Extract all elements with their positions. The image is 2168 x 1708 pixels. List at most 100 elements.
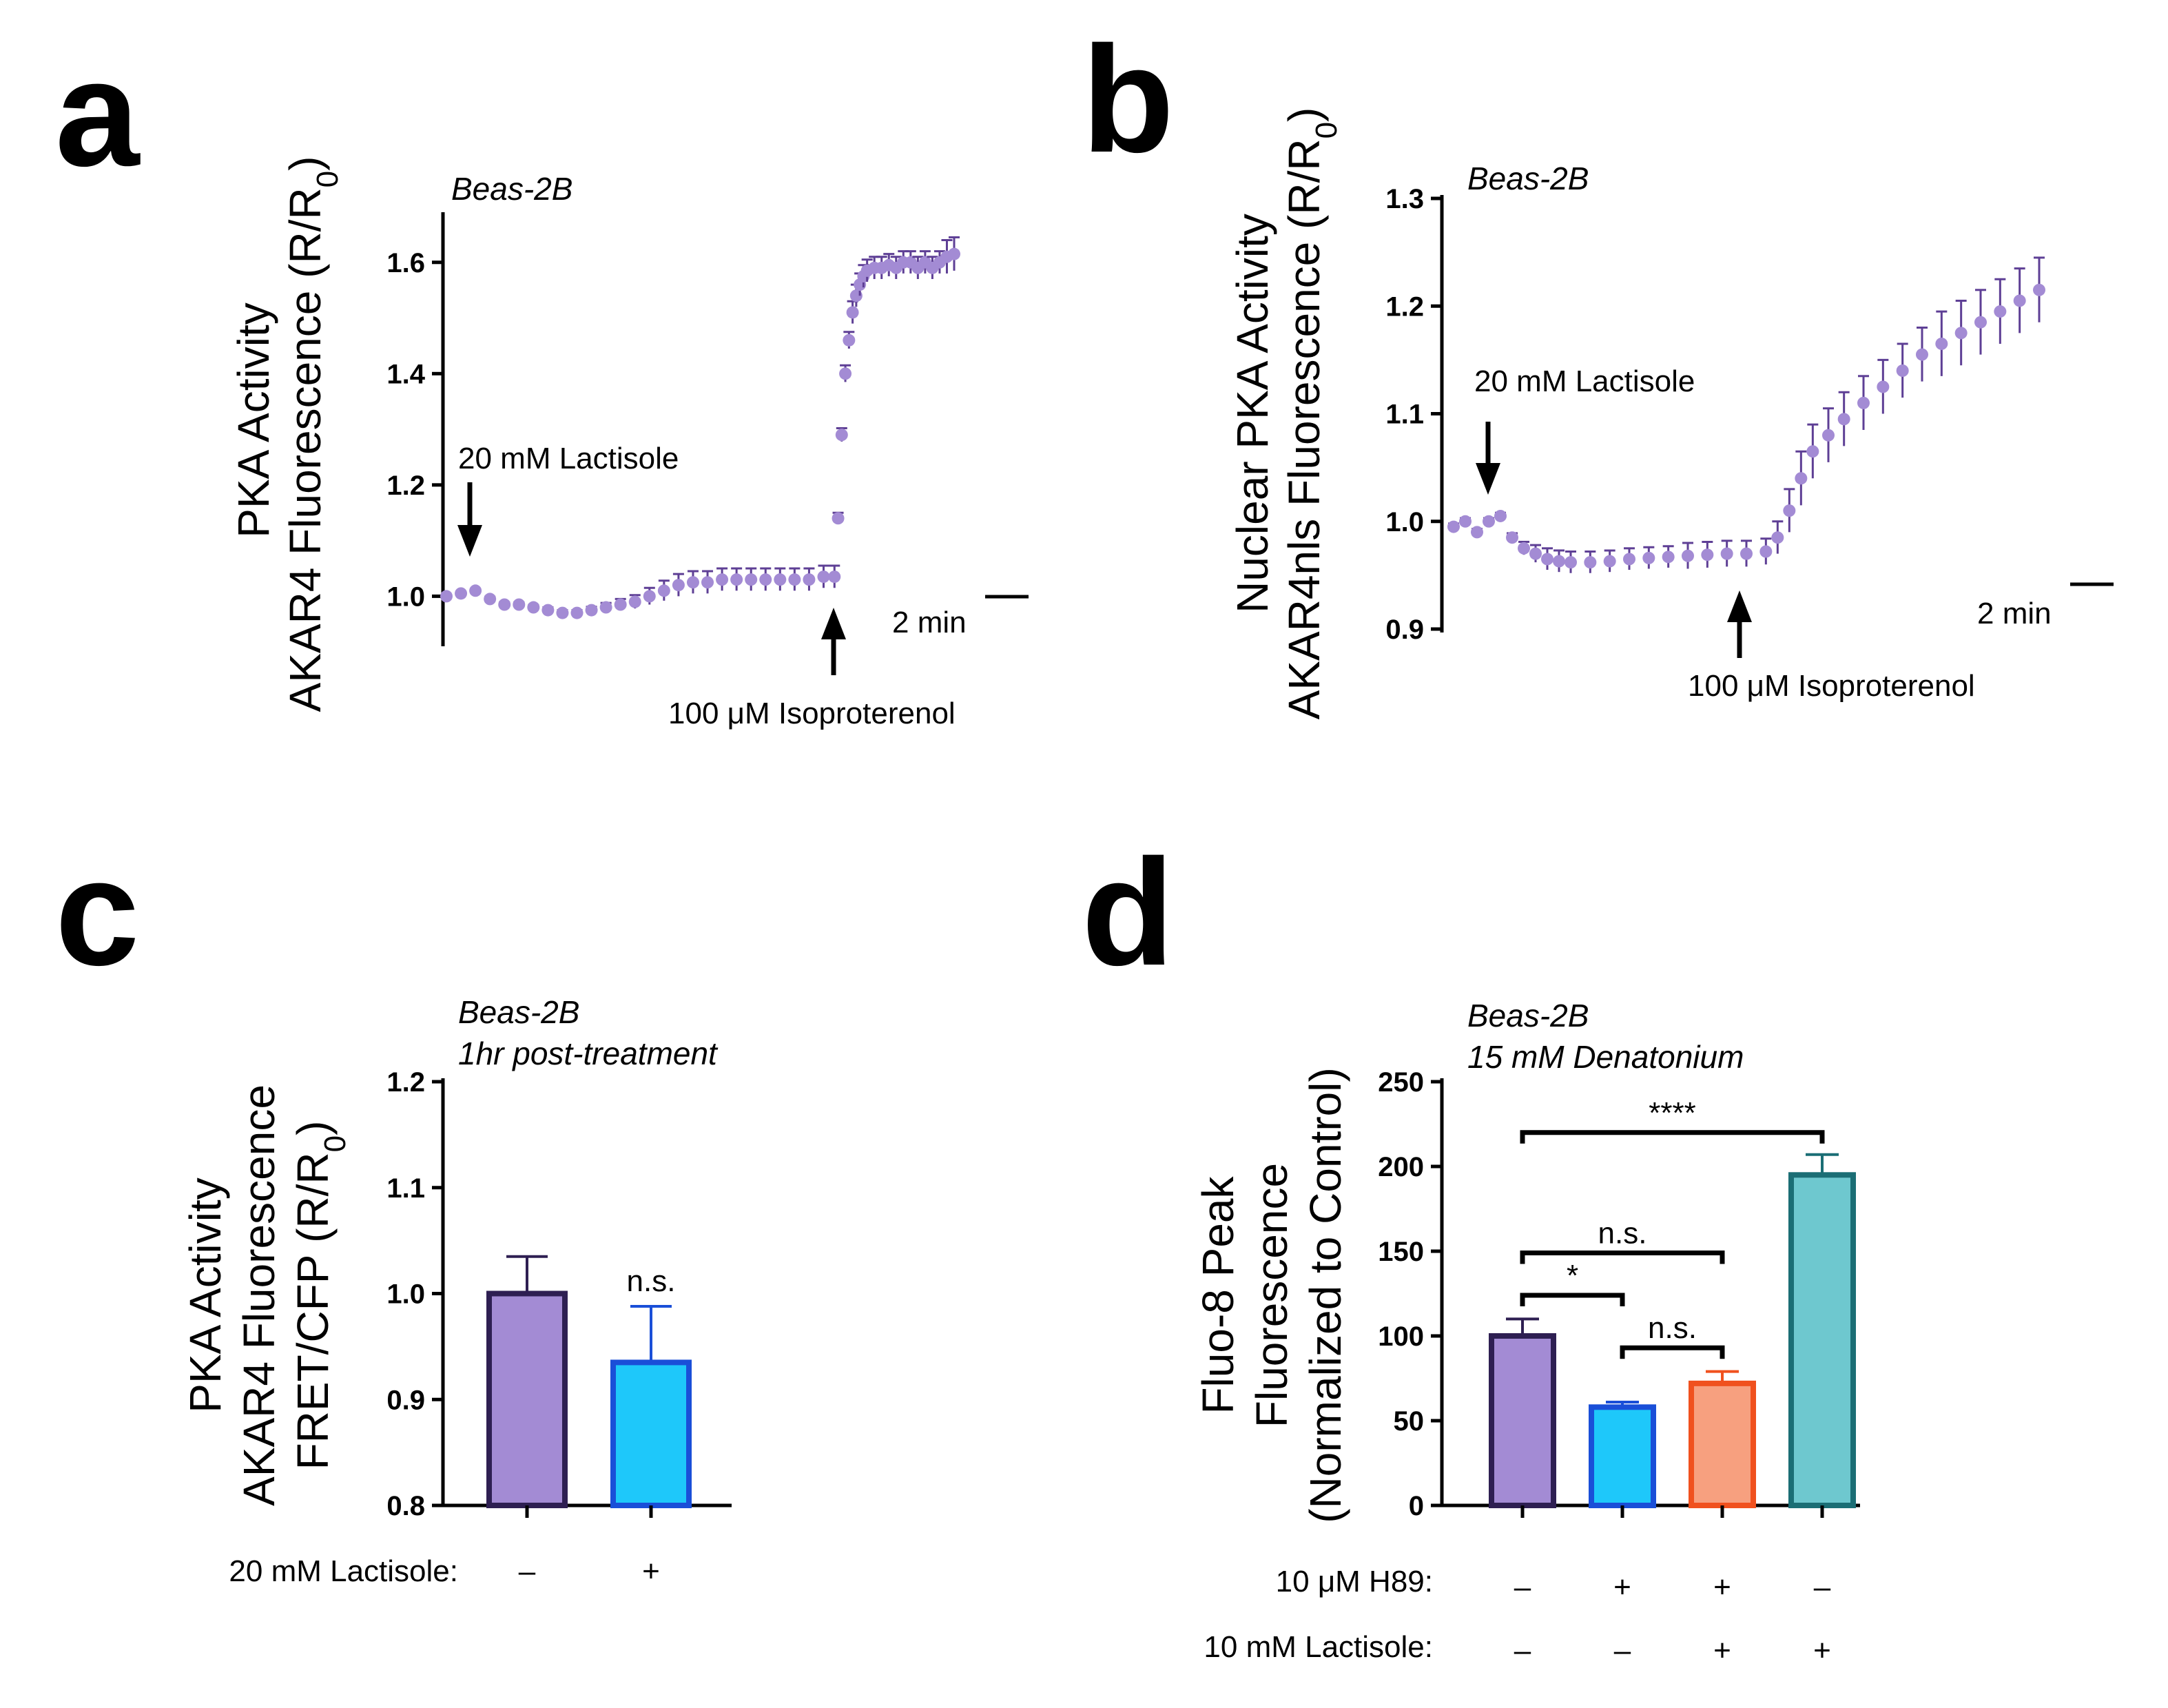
panel-b-y-ticks: 0.9 1.0 1.1 1.2 1.3 xyxy=(1385,184,1442,645)
panel-b-point xyxy=(1518,542,1530,555)
panel-b-point xyxy=(1954,327,1968,340)
panel-label-c: c xyxy=(55,827,139,997)
panel-b-point xyxy=(1806,445,1819,458)
panel-b-lactisole-label: 20 mM Lactisole xyxy=(1474,364,1695,398)
panel-b-point xyxy=(1837,413,1850,426)
panel-d: Beas-2B 15 mM Denatonium Fluo-8 Peak Flu… xyxy=(1193,998,1860,1667)
panel-b-point xyxy=(1529,547,1542,560)
panel-a-point xyxy=(716,573,729,586)
panel-b: Beas-2B Nuclear PKA Activity AKAR4nls Fl… xyxy=(1228,107,2114,719)
panel-a-point xyxy=(455,587,468,600)
panel-c-y-tick-label-3: 1.1 xyxy=(386,1173,425,1204)
panel-a-point xyxy=(672,579,685,592)
panel-b-point xyxy=(1584,556,1597,569)
panel-c-category-0: – xyxy=(519,1554,536,1588)
panel-c-significance-0: n.s. xyxy=(627,1264,676,1298)
panel-a-ylabel-sub: 0 xyxy=(311,171,344,187)
panel-d-ylabel-2: Fluorescence xyxy=(1247,1163,1297,1428)
panel-b-scale-label: 2 min xyxy=(1977,597,2052,630)
panel-b-ylabel-close: ) xyxy=(1279,107,1329,122)
panel-c-y-ticks: 0.8 0.9 1.0 1.1 1.2 xyxy=(386,1067,443,1521)
panel-c-cell-line: Beas-2B xyxy=(458,994,579,1030)
panel-c-ylabel-3: FRET/CFP (R/R0) xyxy=(288,1121,352,1470)
panel-b-point xyxy=(1974,316,1987,329)
panel-b-point xyxy=(1877,380,1890,393)
panel-b-ylabel-1: Nuclear PKA Activity xyxy=(1228,214,1277,613)
panel-d-row-label-h89: 10 μM H89: xyxy=(1276,1565,1433,1598)
panel-a-point xyxy=(628,595,641,608)
panel-d-lactisole-3: + xyxy=(1813,1634,1831,1667)
panel-a-point xyxy=(846,306,859,319)
panel-a-point xyxy=(843,333,856,347)
panel-d-subtitle: 15 mM Denatonium xyxy=(1467,1039,1744,1075)
panel-c-bar-0 xyxy=(486,1290,568,1508)
panel-a-point xyxy=(469,584,482,597)
panel-b-point xyxy=(1759,545,1773,558)
panel-a-isoproterenol-arrow xyxy=(821,608,846,675)
panel-a-point xyxy=(570,606,584,619)
panel-a-ylabel-2: AKAR4 Fluorescence (R/R0) xyxy=(280,156,344,712)
panel-b-y-tick-label-1: 1.0 xyxy=(1385,507,1424,537)
panel-b-point xyxy=(2013,294,2026,307)
panel-a-point xyxy=(440,590,453,603)
panel-c-ylabel-1: PKA Activity xyxy=(180,1177,230,1412)
panel-b-point xyxy=(1603,555,1616,568)
panel-a-point xyxy=(614,598,627,611)
panel-a-point xyxy=(788,573,801,586)
panel-a-point xyxy=(759,573,772,586)
panel-a-point xyxy=(832,512,845,525)
panel-c-y-tick-label-4: 1.2 xyxy=(386,1067,425,1098)
panel-a-ylabel-main: AKAR4 Fluorescence (R/R xyxy=(280,187,330,712)
panel-a-point xyxy=(730,573,743,586)
panel-d-significance-0: **** xyxy=(1649,1096,1696,1130)
panel-a-y-ticks: 1.0 1.2 1.4 1.6 xyxy=(386,248,443,612)
panel-a-point xyxy=(701,576,714,589)
panel-c-row-label: 20 mM Lactisole: xyxy=(229,1554,458,1588)
panel-d-significance: **** n.s. * n.s. xyxy=(1520,1096,1825,1359)
panel-d-y-tick-label-2: 100 xyxy=(1378,1321,1424,1352)
panel-b-y-tick-label-0: 0.9 xyxy=(1385,615,1424,645)
panel-d-y-tick-label-3: 150 xyxy=(1378,1237,1424,1267)
panel-b-y-tick-label-4: 1.3 xyxy=(1385,184,1424,214)
panel-label-b: b xyxy=(1082,14,1174,184)
panel-b-point xyxy=(1795,472,1808,485)
panel-d-y-tick-label-4: 200 xyxy=(1378,1152,1424,1182)
panel-b-y-tick-label-3: 1.2 xyxy=(1385,291,1424,322)
panel-c: Beas-2B 1hr post-treatment PKA Activity … xyxy=(180,994,732,1588)
panel-b-point xyxy=(1740,547,1753,560)
panel-b-point xyxy=(1720,547,1733,560)
panel-a-point xyxy=(556,606,569,619)
panel-c-category-1: + xyxy=(642,1554,660,1588)
panel-b-point xyxy=(1459,515,1472,528)
panel-c-bar-1 xyxy=(610,1359,692,1508)
panel-a-point xyxy=(657,584,670,597)
panel-b-point xyxy=(1541,553,1553,566)
panel-b-point xyxy=(1447,520,1460,533)
panel-a-cell-line: Beas-2B xyxy=(451,171,572,207)
panel-d-bar-3 xyxy=(1788,1172,1856,1509)
panel-d-y-tick-label-5: 250 xyxy=(1378,1067,1424,1098)
panel-c-ylabel-main: FRET/CFP (R/R xyxy=(288,1152,338,1470)
panel-a-ylabel-close: ) xyxy=(280,156,330,171)
panel-a-point xyxy=(527,601,540,614)
panel-b-point xyxy=(1771,531,1784,544)
panel-a-point xyxy=(643,590,656,603)
panel-d-h89-1: + xyxy=(1613,1570,1631,1604)
panel-b-point xyxy=(1822,429,1835,442)
panel-b-point xyxy=(2033,283,2045,296)
panel-d-h89-2: + xyxy=(1713,1570,1731,1604)
panel-a-isoproterenol-label: 100 μM Isoproterenol xyxy=(668,697,956,730)
panel-a-y-tick-label-2: 1.4 xyxy=(386,359,425,389)
panel-d-bracket-2 xyxy=(1520,1293,1625,1306)
panel-b-y-tick-label-2: 1.1 xyxy=(1385,400,1424,430)
panel-a-point xyxy=(585,604,598,617)
panel-a-y-tick-label-1: 1.2 xyxy=(386,471,425,501)
panel-d-h89-3: – xyxy=(1814,1570,1831,1604)
panel-c-y-tick-label-2: 1.0 xyxy=(386,1279,425,1310)
panel-b-point xyxy=(1494,509,1507,522)
panel-b-point xyxy=(1565,556,1577,569)
panel-b-point xyxy=(1471,526,1483,539)
panel-a-y-tick-label-3: 1.6 xyxy=(386,248,425,278)
panel-label-d: d xyxy=(1082,827,1174,997)
panel-d-bar-1 xyxy=(1589,1404,1656,1508)
